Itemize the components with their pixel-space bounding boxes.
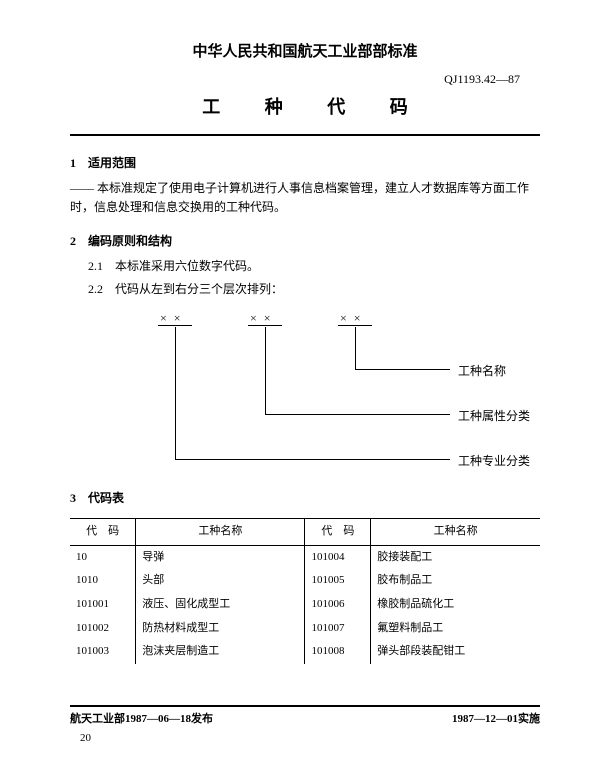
cell-name: 氟塑料制品工	[371, 617, 540, 641]
cell-name: 泡沫夹层制造工	[136, 640, 305, 664]
cell-code: 101005	[305, 569, 371, 593]
cell-code: 10	[70, 545, 136, 569]
section1-head: 1 适用范围	[70, 154, 540, 173]
cell-name: 弹头部段装配钳工	[371, 640, 540, 664]
hline-2	[265, 414, 450, 415]
section1-para: —— 本标准规定了使用电子计算机进行人事信息档案管理，建立人才数据库等方面工作时…	[70, 179, 540, 217]
th-name-right: 工种名称	[371, 519, 540, 546]
cell-code: 101007	[305, 617, 371, 641]
table-row: 1010 头部 101005 胶布制品工	[70, 569, 540, 593]
footer-row: 航天工业部1987—06—18发布 1987—12—01实施	[70, 711, 540, 729]
footer-effective: 1987—12—01实施	[452, 711, 540, 729]
vline-2	[265, 327, 266, 414]
section2-p22: 2.2 代码从左到右分三个层次排列：	[70, 280, 540, 299]
code-structure-diagram: × × × × × × 工种名称 工种属性分类 工种专业分类	[150, 309, 540, 479]
cell-name: 导弹	[136, 545, 305, 569]
table-row: 101002 防热材料成型工 101007 氟塑料制品工	[70, 617, 540, 641]
cell-code: 101003	[70, 640, 136, 664]
cell-code: 101004	[305, 545, 371, 569]
diagram-label-2: 工种属性分类	[458, 407, 530, 426]
header-rule	[70, 134, 540, 136]
standard-code: QJ1193.42—87	[70, 70, 540, 89]
hline-3	[355, 369, 450, 370]
section2-p21: 2.1 本标准采用六位数字代码。	[70, 257, 540, 276]
diagram-label-3: 工种专业分类	[458, 452, 530, 471]
diagram-label-1: 工种名称	[458, 362, 506, 381]
table-header-row: 代 码 工种名称 代 码 工种名称	[70, 519, 540, 546]
underline-3	[338, 325, 372, 326]
page-footer: 航天工业部1987—06—18发布 1987—12—01实施 20	[70, 705, 540, 748]
document-page: 中华人民共和国航天工业部部标准 QJ1193.42—87 工 种 代 码 1 适…	[0, 0, 600, 776]
cell-name: 头部	[136, 569, 305, 593]
th-code-left: 代 码	[70, 519, 136, 546]
table-row: 10 导弹 101004 胶接装配工	[70, 545, 540, 569]
code-table: 代 码 工种名称 代 码 工种名称 10 导弹 101004 胶接装配工 101…	[70, 518, 540, 664]
underline-2	[248, 325, 282, 326]
hline-1	[175, 459, 450, 460]
footer-rule	[70, 705, 540, 707]
cell-code: 101008	[305, 640, 371, 664]
section3-head: 3 代码表	[70, 489, 540, 508]
cell-name: 胶接装配工	[371, 545, 540, 569]
section2-head: 2 编码原则和结构	[70, 232, 540, 251]
footer-issue: 航天工业部1987—06—18发布	[70, 711, 213, 729]
page-number: 20	[70, 730, 540, 748]
cell-code: 101001	[70, 593, 136, 617]
underline-1	[158, 325, 192, 326]
cell-code: 1010	[70, 569, 136, 593]
vline-1	[175, 327, 176, 459]
main-title: 工 种 代 码	[70, 93, 540, 122]
th-name-left: 工种名称	[136, 519, 305, 546]
cell-name: 防热材料成型工	[136, 617, 305, 641]
cell-name: 胶布制品工	[371, 569, 540, 593]
vline-3	[355, 327, 356, 369]
cell-code: 101006	[305, 593, 371, 617]
cell-name: 橡胶制品硫化工	[371, 593, 540, 617]
table-body: 10 导弹 101004 胶接装配工 1010 头部 101005 胶布制品工 …	[70, 545, 540, 663]
cell-code: 101002	[70, 617, 136, 641]
cell-name: 液压、固化成型工	[136, 593, 305, 617]
table-row: 101003 泡沫夹层制造工 101008 弹头部段装配钳工	[70, 640, 540, 664]
th-code-right: 代 码	[305, 519, 371, 546]
org-title: 中华人民共和国航天工业部部标准	[70, 40, 540, 64]
table-row: 101001 液压、固化成型工 101006 橡胶制品硫化工	[70, 593, 540, 617]
